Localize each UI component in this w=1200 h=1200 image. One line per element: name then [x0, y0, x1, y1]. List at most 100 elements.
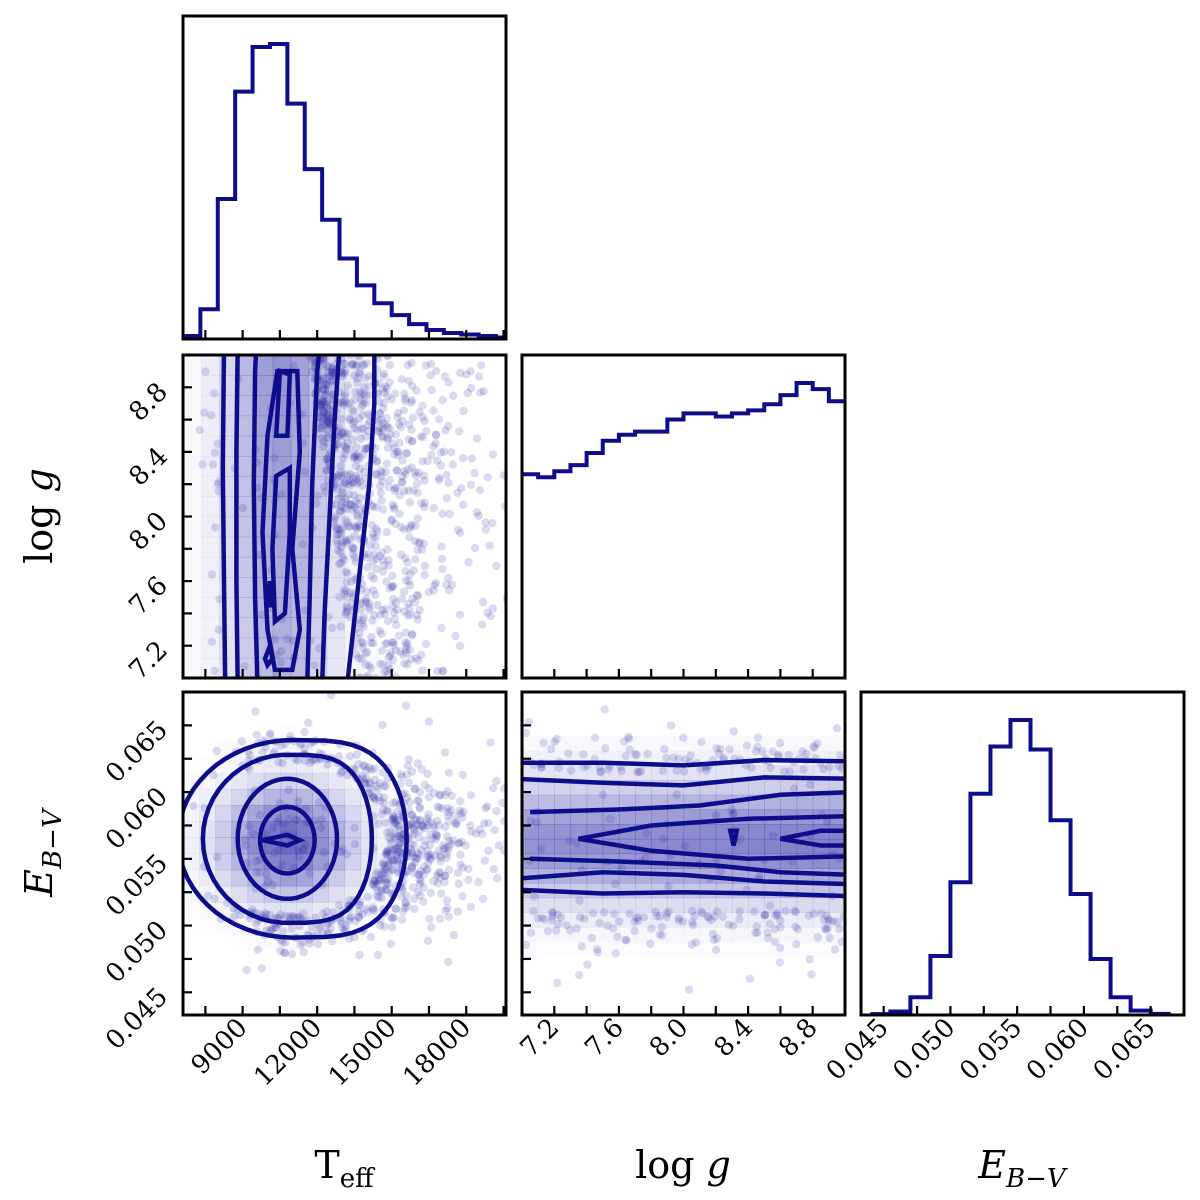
scatter-point [718, 912, 728, 921]
scatter-point [299, 844, 308, 854]
scatter-point [394, 448, 403, 457]
density-cell [183, 537, 202, 558]
scatter-point [338, 398, 348, 407]
scatter-point [630, 917, 639, 926]
scatter-point [437, 554, 447, 564]
scatter-point [770, 924, 780, 934]
scatter-point [547, 916, 556, 925]
scatter-point [433, 816, 442, 825]
scatter-point [277, 647, 286, 656]
scatter-point [432, 832, 441, 841]
density-cell [312, 853, 329, 871]
density-cell [263, 821, 281, 838]
scatter-point [834, 761, 843, 771]
scatter-point [278, 758, 287, 768]
scatter-point [276, 658, 285, 667]
scatter-point [296, 913, 305, 922]
scatter-point [358, 450, 368, 459]
scatter-point [753, 733, 763, 742]
contour-teff-ebv-5 [262, 832, 306, 848]
density-cell [183, 395, 202, 416]
scatter-point [776, 923, 785, 932]
scatter-point [386, 856, 395, 866]
scatter-point [343, 606, 352, 615]
scatter-point [456, 797, 465, 806]
scatter-point [338, 484, 347, 493]
scatter-point [433, 802, 442, 811]
density-cell [263, 869, 281, 887]
scatter-point [346, 912, 356, 921]
scatter-point [464, 558, 473, 567]
scatter-point [411, 555, 420, 564]
scatter-point [370, 610, 379, 620]
scatter-point [441, 426, 450, 435]
scatter-point [316, 400, 325, 409]
scatter-point [341, 443, 351, 452]
scatter-point [332, 530, 342, 539]
scatter-point [430, 581, 439, 590]
scatter-point [389, 820, 399, 829]
scatter-point [432, 871, 442, 880]
scatter-point [382, 666, 391, 676]
scatter-point [411, 521, 420, 531]
scatter-point [414, 468, 423, 477]
scatter-point [337, 542, 346, 551]
scatter-point [753, 742, 762, 751]
scatter-point [240, 835, 249, 844]
scatter-point [462, 370, 471, 379]
scatter-point [237, 737, 246, 746]
scatter-point [378, 860, 387, 869]
scatter-point [431, 829, 441, 838]
scatter-point [488, 519, 497, 528]
scatter-point [352, 425, 362, 434]
scatter-point [371, 795, 380, 805]
density-cell [200, 597, 220, 619]
scatter-point [789, 784, 799, 793]
scatter-point [270, 454, 279, 463]
scatter-point [320, 355, 329, 363]
scatter-point [392, 850, 401, 860]
density-cell [667, 897, 685, 913]
scatter-point [597, 370, 605, 378]
scatter-point [371, 541, 380, 551]
scatter-point [405, 570, 415, 579]
scatter-point [298, 845, 308, 855]
scatter-point [365, 602, 374, 612]
scatter-point [785, 767, 795, 776]
scatter-point [389, 641, 398, 650]
scatter-point [393, 408, 403, 418]
scatter-point [417, 765, 426, 774]
density-cell [618, 809, 636, 825]
density-cell [272, 637, 292, 659]
density-cell [199, 918, 216, 935]
scatter-point [394, 831, 403, 841]
scatter-point [305, 869, 314, 878]
contour-teff-logg-6 [251, 355, 260, 677]
scatter-point [357, 619, 367, 629]
scatter-point [429, 821, 438, 830]
scatter-point [611, 949, 620, 958]
scatter-point [776, 916, 785, 925]
scatter-point [271, 923, 280, 932]
density-cell [554, 765, 572, 781]
scatter-point [393, 605, 402, 614]
density-cell [731, 765, 749, 781]
scatter-point [354, 913, 364, 922]
scatter-point [336, 529, 345, 539]
contour-logg-ebv-8 [779, 828, 845, 848]
density-cell [715, 897, 733, 913]
scatter-point [420, 498, 429, 508]
scatter-point [377, 496, 386, 505]
scatter-point [415, 538, 425, 547]
scatter-point [357, 390, 366, 399]
density-cell [522, 926, 539, 943]
scatter-point [385, 848, 394, 857]
scatter-point [822, 911, 831, 920]
scatter-point [395, 821, 404, 830]
scatter-point [413, 796, 422, 805]
scatter-point [332, 525, 342, 534]
scatter-point [207, 411, 216, 420]
scatter-point [414, 850, 424, 859]
density-cell [522, 794, 539, 811]
scatter-point [349, 545, 358, 554]
